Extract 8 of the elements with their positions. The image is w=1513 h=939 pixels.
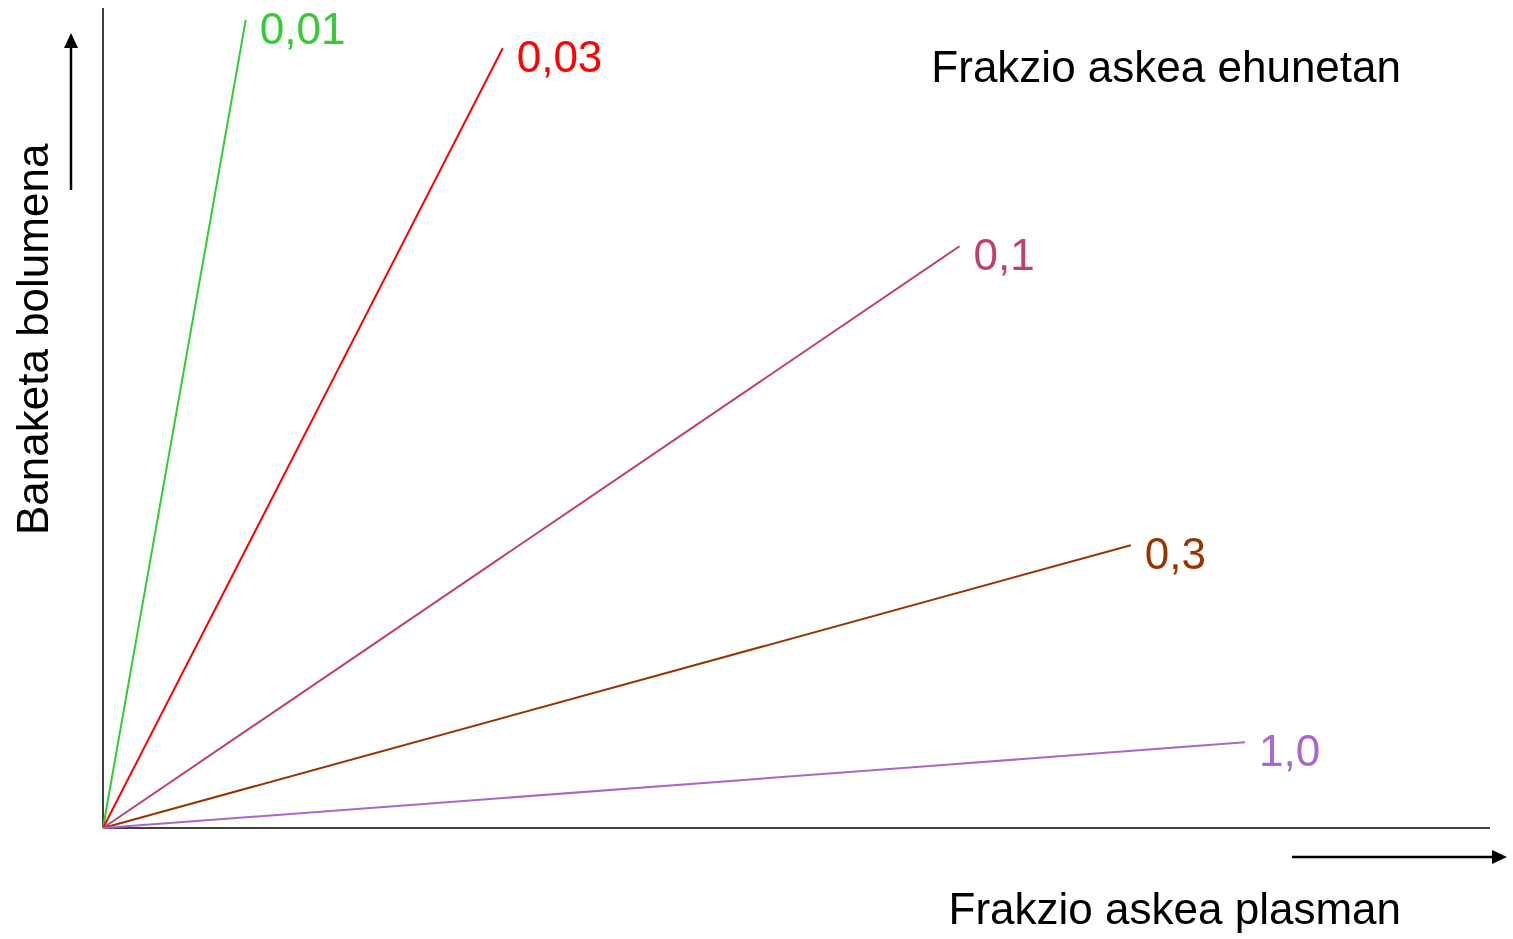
series-label: 1,0 — [1259, 725, 1321, 775]
series-label: 0,01 — [259, 3, 346, 53]
legend-title: Frakzio askea ehunetan — [931, 42, 1401, 92]
series-label: 0,3 — [1144, 528, 1206, 578]
series-label: 0,1 — [973, 229, 1035, 279]
x-axis-title: Frakzio askea plasman — [948, 884, 1401, 934]
series-label: 0,03 — [516, 31, 603, 81]
y-axis-title: Banaketa bolumena — [8, 143, 58, 535]
